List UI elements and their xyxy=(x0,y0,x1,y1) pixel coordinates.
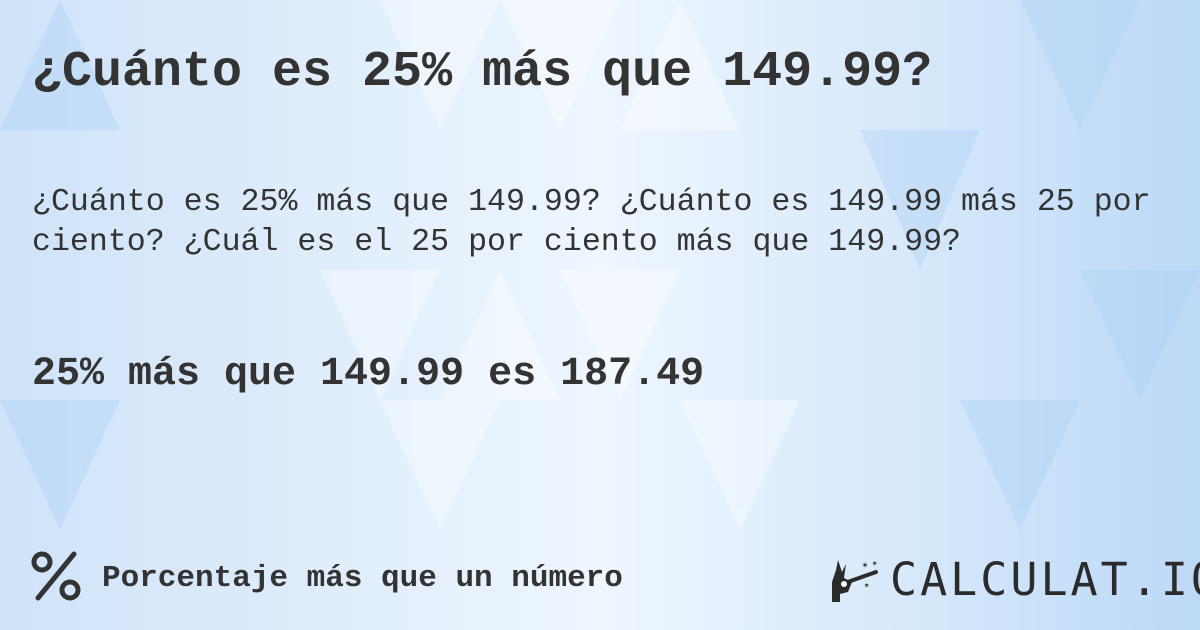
svg-text:✶: ✶ xyxy=(872,559,878,569)
svg-text:✶: ✶ xyxy=(864,581,870,591)
question-text: ¿Cuánto es 25% más que 149.99? ¿Cuánto e… xyxy=(32,185,1151,260)
calculat-io-logo[interactable]: ✶ ✶ ✶ CALCULAT.IO xyxy=(828,556,1200,604)
svg-text:✶: ✶ xyxy=(862,561,868,572)
percent-icon xyxy=(31,551,81,601)
page-title: ¿Cuánto es 25% más que 149.99? xyxy=(32,44,933,101)
logo-text: CALCULAT.IO xyxy=(890,553,1200,606)
magic-hand-wand-icon: ✶ ✶ ✶ xyxy=(832,559,878,602)
result-text: 25% más que 149.99 es 187.49 xyxy=(32,352,705,397)
footer-label: Porcentaje más que un número xyxy=(102,561,623,596)
